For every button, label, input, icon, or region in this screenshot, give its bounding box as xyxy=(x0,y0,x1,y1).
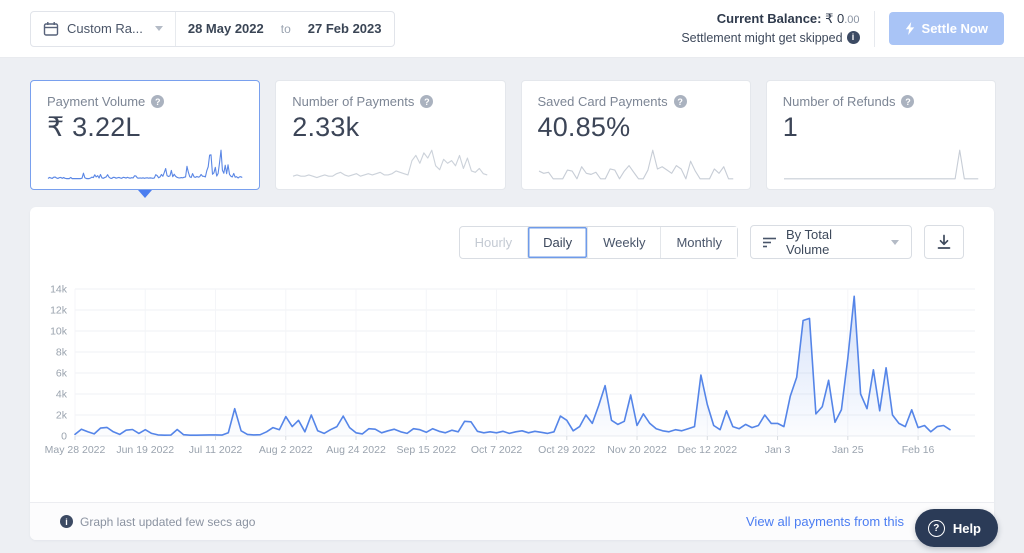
current-balance-value: ₹ 0 xyxy=(825,10,845,26)
balance-section: Current Balance: ₹ 0.00 Settlement might… xyxy=(681,10,1004,47)
svg-text:0: 0 xyxy=(61,431,67,443)
settlement-note: Settlement might get skipped i xyxy=(681,29,860,47)
svg-text:May 28 2022: May 28 2022 xyxy=(45,444,106,456)
sparkline-saved-card-payments xyxy=(536,146,736,182)
date-range-label: Custom Ra... xyxy=(67,21,143,36)
stat-card-number-of-refunds[interactable]: Number of Refunds? 1 xyxy=(765,80,996,190)
card-value: 1 xyxy=(782,112,798,142)
sort-by-dropdown[interactable]: By Total Volume xyxy=(750,225,912,259)
help-label: Help xyxy=(952,520,981,536)
balance-block: Current Balance: ₹ 0.00 Settlement might… xyxy=(681,10,860,47)
svg-text:Oct 7 2022: Oct 7 2022 xyxy=(471,444,523,456)
sparkline-number-of-refunds xyxy=(781,146,981,182)
svg-text:2k: 2k xyxy=(56,410,68,422)
download-icon xyxy=(937,234,951,249)
lightning-bolt-icon xyxy=(905,22,914,35)
view-all-payments-link[interactable]: View all payments from this xyxy=(746,514,904,529)
svg-text:8k: 8k xyxy=(56,347,68,359)
svg-text:14k: 14k xyxy=(50,284,68,296)
svg-text:Nov 20 2022: Nov 20 2022 xyxy=(607,444,667,456)
svg-text:12k: 12k xyxy=(50,305,68,317)
tab-hourly[interactable]: Hourly xyxy=(459,226,528,258)
sparkline-number-of-payments xyxy=(290,146,490,182)
date-to: 27 Feb 2023 xyxy=(307,21,382,36)
current-balance-decimals: .00 xyxy=(844,13,860,26)
tab-daily[interactable]: Daily xyxy=(527,226,588,258)
svg-text:Oct 29 2022: Oct 29 2022 xyxy=(538,444,595,456)
payments-line-chart[interactable]: 0 2k 4k 6k 8k 10k 12k 14k May 28 2022 Jun 19 2022… xyxy=(45,281,979,461)
stat-card-payment-volume[interactable]: Payment Volume? ₹ 3.22L xyxy=(30,80,261,190)
chart-controls: Hourly Daily Weekly Monthly By Total Vol… xyxy=(30,207,994,259)
settle-now-button[interactable]: Settle Now xyxy=(888,12,1004,45)
granularity-tabs: Hourly Daily Weekly Monthly xyxy=(458,225,738,259)
info-icon[interactable]: i xyxy=(846,31,860,45)
svg-text:Sep 15 2022: Sep 15 2022 xyxy=(396,444,456,456)
help-circle-icon[interactable]: ? xyxy=(673,95,687,108)
date-from: 28 May 2022 xyxy=(187,21,264,36)
help-circle-icon[interactable]: ? xyxy=(901,95,915,108)
sort-by-label: By Total Volume xyxy=(786,227,833,257)
panel-footer: i Graph last updated few secs ago View a… xyxy=(30,502,994,540)
tab-monthly[interactable]: Monthly xyxy=(660,226,737,258)
svg-text:4k: 4k xyxy=(56,389,68,401)
tab-weekly[interactable]: Weekly xyxy=(587,226,661,258)
card-value: 40.85% xyxy=(537,112,631,142)
card-title: Payment Volume xyxy=(47,94,146,109)
info-icon: i xyxy=(60,515,73,528)
date-range-picker[interactable]: Custom Ra... 28 May 2022 to 27 Feb 2023 xyxy=(30,10,395,47)
calendar-icon xyxy=(43,21,59,36)
date-to-word: to xyxy=(280,21,291,36)
stat-cards-row: Payment Volume? ₹ 3.22L Number of Paymen… xyxy=(30,80,996,190)
help-circle-icon[interactable]: ? xyxy=(420,95,434,108)
svg-text:Dec 12 2022: Dec 12 2022 xyxy=(678,444,738,456)
last-updated-text: Graph last updated few secs ago xyxy=(80,514,256,529)
stat-card-saved-card-payments[interactable]: Saved Card Payments? 40.85% xyxy=(520,80,751,190)
chevron-down-icon xyxy=(891,239,899,245)
current-balance-label: Current Balance: xyxy=(716,10,822,26)
chart-panel: Hourly Daily Weekly Monthly By Total Vol… xyxy=(30,207,994,540)
svg-text:Aug 24 2022: Aug 24 2022 xyxy=(326,444,386,456)
svg-text:Jun 19 2022: Jun 19 2022 xyxy=(116,444,174,456)
date-range-values[interactable]: 28 May 2022 to 27 Feb 2023 xyxy=(174,11,394,46)
card-title: Saved Card Payments xyxy=(537,94,668,109)
svg-text:Feb 16: Feb 16 xyxy=(902,444,935,456)
svg-text:Aug 2 2022: Aug 2 2022 xyxy=(259,444,313,456)
card-value: 2.33k xyxy=(292,112,360,142)
last-updated: i Graph last updated few secs ago xyxy=(60,515,255,529)
help-button[interactable]: ? Help xyxy=(914,509,998,547)
card-title: Number of Payments xyxy=(292,94,415,109)
svg-text:Jul 11 2022: Jul 11 2022 xyxy=(189,444,243,456)
card-title: Number of Refunds xyxy=(782,94,896,109)
settlement-note-text: Settlement might get skipped xyxy=(681,30,843,45)
chevron-down-icon xyxy=(154,26,163,31)
help-circle-icon[interactable]: ? xyxy=(151,95,165,108)
settle-now-label: Settle Now xyxy=(921,21,988,36)
svg-text:6k: 6k xyxy=(56,368,68,380)
sort-icon xyxy=(763,237,776,247)
svg-text:Jan 25: Jan 25 xyxy=(832,444,864,456)
download-button[interactable] xyxy=(924,225,964,259)
sparkline-payment-volume xyxy=(45,146,245,182)
svg-text:Jan 3: Jan 3 xyxy=(765,444,791,456)
current-balance: Current Balance: ₹ 0.00 xyxy=(681,10,860,29)
stat-card-number-of-payments[interactable]: Number of Payments? 2.33k xyxy=(275,80,506,190)
topbar: Custom Ra... 28 May 2022 to 27 Feb 2023 … xyxy=(0,0,1024,58)
date-range-type[interactable]: Custom Ra... xyxy=(31,12,175,46)
svg-text:10k: 10k xyxy=(50,326,68,338)
divider xyxy=(873,10,875,47)
question-mark-icon: ? xyxy=(927,519,945,537)
card-value: ₹ 3.22L xyxy=(47,112,141,142)
